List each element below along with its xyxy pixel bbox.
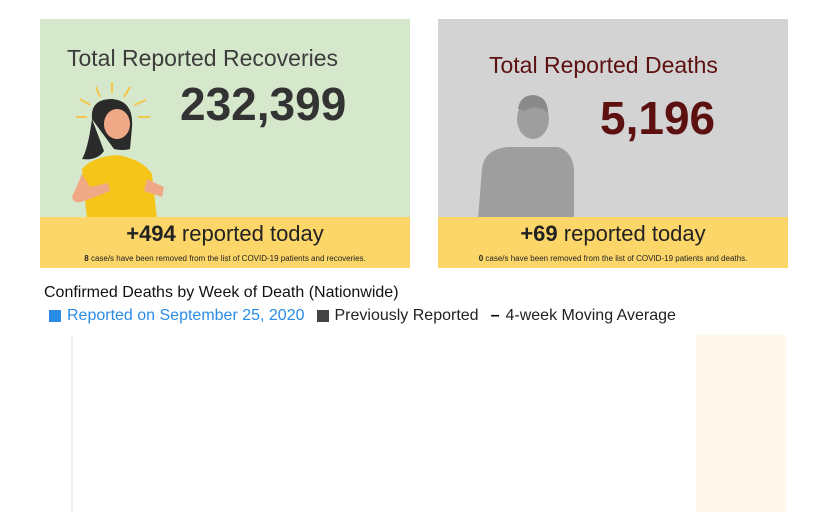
recoveries-today-banner: +494 reported today 8 case/s have been r… [40, 217, 410, 268]
deaths-title: Total Reported Deaths [489, 52, 718, 78]
legend-label-reported-today: Reported on September 25, 2020 [67, 307, 305, 324]
deaths-by-week-chart: 100200300 [71, 335, 788, 512]
deaths-today-banner: +69 reported today 0 case/s have been re… [438, 217, 788, 268]
plot-area [72, 335, 788, 512]
recoveries-removed-text: case/s have been removed from the list o… [90, 254, 366, 263]
chart-legend: Reported on September 25, 2020 Previousl… [49, 307, 688, 325]
recoveries-today-value: +494 [126, 221, 176, 246]
recoveries-removed-count: 8 [84, 254, 89, 263]
deaths-value: 5,196 [600, 92, 716, 144]
deaths-removed-note: 0 case/s have been removed from the list… [438, 254, 788, 263]
deaths-removed-text: case/s have been removed from the list o… [485, 254, 748, 263]
legend-item-previous: Previously Reported [316, 307, 479, 325]
chart-title: Confirmed Deaths by Week of Death (Natio… [44, 284, 399, 301]
recoveries-value: 232,399 [180, 78, 347, 130]
deaths-removed-count: 0 [478, 254, 484, 263]
deaths-today-value: +69 [520, 221, 558, 246]
incomplete-weeks-region [695, 335, 786, 512]
legend-swatch-gray [316, 310, 329, 322]
recoveries-removed-note: 8 case/s have been removed from the list… [40, 254, 410, 263]
recoveries-today-line: +494 reported today [40, 221, 410, 247]
person-silhouette-icon [478, 95, 574, 219]
deaths-card: Total Reported Deaths 5,196 +69 reported… [438, 19, 788, 268]
recoveries-today-suffix: reported today [181, 221, 324, 246]
recoveries-card: Total Reported Recoveries 232,399 +494 r… [40, 19, 410, 268]
legend-label-previous: Previously Reported [334, 307, 479, 324]
legend-swatch-blue [49, 310, 61, 322]
legend-label-moving-avg: 4-week Moving Average [505, 307, 676, 324]
legend-item-moving-avg: – 4-week Moving Average [491, 307, 676, 325]
deaths-today-suffix: reported today [563, 221, 706, 246]
legend-item-reported-today: Reported on September 25, 2020 [49, 307, 305, 325]
legend-line-icon: – [490, 307, 500, 324]
deaths-today-line: +69 reported today [438, 221, 788, 247]
recoveries-title: Total Reported Recoveries [67, 45, 339, 71]
recovered-person-illustration [72, 82, 164, 219]
